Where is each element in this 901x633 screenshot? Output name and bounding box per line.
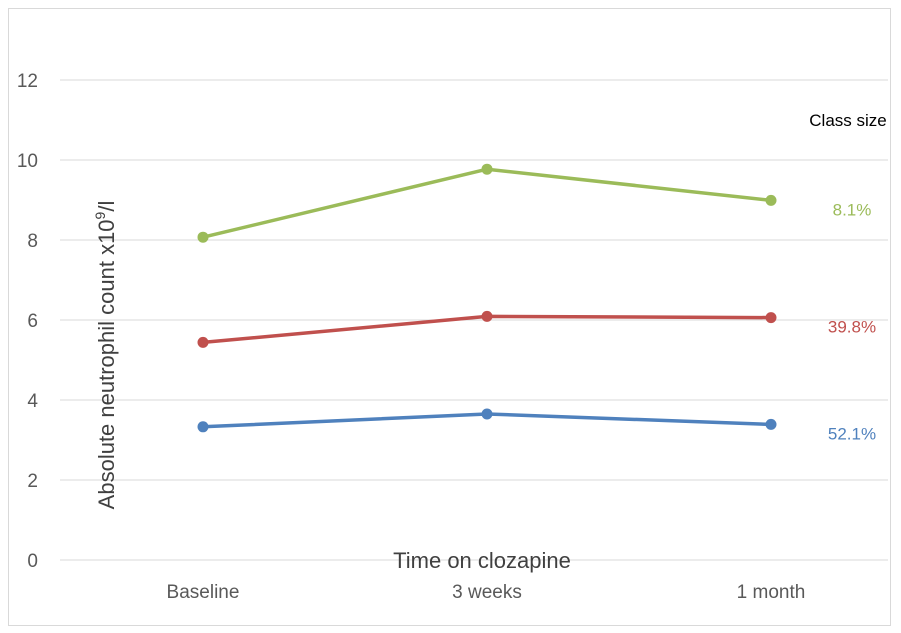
gridlines — [60, 79, 888, 561]
data-point — [197, 421, 209, 433]
y-tick-labels: 0 2 4 6 8 10 12 — [17, 71, 39, 572]
y-tick-label: 4 — [27, 391, 38, 412]
series-1 — [197, 310, 777, 348]
y-axis-title: Absolute neutrophil count x109/l — [92, 201, 119, 510]
series-0 — [197, 163, 777, 243]
data-point — [481, 310, 493, 322]
data-point — [481, 408, 493, 420]
series-line — [202, 167, 772, 239]
y-tick-label: 2 — [27, 471, 38, 492]
data-point — [197, 336, 209, 348]
data-point — [481, 163, 493, 175]
x-tick-label: Baseline — [167, 582, 240, 603]
y-tick-label: 0 — [27, 551, 38, 572]
series-end-label: 52.1% — [828, 424, 876, 443]
y-tick-label: 6 — [27, 311, 38, 332]
data-point — [765, 418, 777, 430]
x-tick-labels: Baseline 3 weeks 1 month — [167, 582, 806, 603]
data-point — [197, 231, 209, 243]
data-point — [765, 194, 777, 206]
series-end-label: 39.8% — [828, 318, 876, 337]
series-lines — [197, 163, 777, 433]
x-tick-label: 1 month — [737, 582, 806, 603]
y-axis-title-prefix: Absolute neutrophil count x10 — [94, 219, 119, 509]
series-end-label: 8.1% — [833, 200, 872, 219]
series-2 — [197, 408, 777, 433]
y-axis-title-superscript: 9 — [92, 211, 108, 219]
x-tick-label: 3 weeks — [452, 582, 522, 603]
x-axis-title: Time on clozapine — [393, 548, 571, 573]
series-end-labels: 8.1% 39.8% 52.1% — [828, 200, 876, 443]
y-tick-label: 10 — [17, 151, 38, 172]
legend-title: Class size — [809, 111, 886, 130]
data-point — [765, 312, 777, 324]
y-axis-title-suffix: /l — [94, 201, 119, 212]
y-tick-label: 8 — [27, 231, 38, 252]
y-tick-label: 12 — [17, 71, 38, 92]
